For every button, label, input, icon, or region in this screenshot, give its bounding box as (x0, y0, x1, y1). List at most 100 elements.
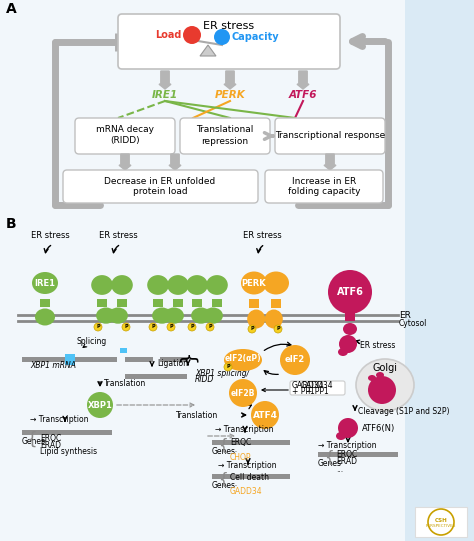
Text: Capacity: Capacity (232, 32, 280, 42)
Text: P: P (124, 325, 128, 329)
Ellipse shape (186, 275, 208, 295)
Text: PERSPECTIVES: PERSPECTIVES (426, 524, 456, 528)
Text: Cleavage (S1P and S2P): Cleavage (S1P and S2P) (358, 407, 449, 417)
Text: ATF6: ATF6 (289, 90, 317, 100)
Ellipse shape (338, 348, 348, 356)
Text: Ligation: Ligation (157, 360, 188, 368)
Polygon shape (169, 154, 181, 170)
Text: P: P (96, 325, 100, 329)
Text: Splicing: Splicing (77, 338, 107, 346)
Bar (173, 299, 183, 307)
Text: CHOP: CHOP (230, 452, 252, 461)
Bar (212, 474, 290, 479)
Text: ER stress: ER stress (243, 232, 282, 241)
Circle shape (94, 323, 102, 331)
Text: P: P (151, 325, 155, 329)
Ellipse shape (265, 309, 283, 328)
Circle shape (206, 323, 214, 331)
Circle shape (167, 323, 175, 331)
Text: eIF2: eIF2 (285, 355, 305, 365)
Ellipse shape (247, 309, 265, 328)
Text: → Transcription: → Transcription (30, 415, 89, 425)
Text: Load: Load (155, 30, 182, 40)
Ellipse shape (368, 375, 376, 381)
Text: ...: ... (230, 445, 237, 454)
Bar (120, 348, 127, 353)
Text: P: P (208, 325, 212, 329)
Text: + PP1: + PP1 (292, 386, 315, 395)
Bar (153, 299, 163, 307)
Bar (97, 299, 107, 307)
Text: ER stress: ER stress (99, 232, 137, 241)
Text: Genes: Genes (212, 481, 236, 490)
Text: CSH: CSH (435, 518, 447, 523)
Text: IRE1: IRE1 (152, 90, 178, 100)
Text: ER: ER (399, 312, 411, 320)
Bar (345, 311, 355, 321)
Circle shape (183, 26, 201, 44)
Text: A: A (6, 2, 17, 16)
Polygon shape (297, 71, 309, 89)
Text: ...: ... (230, 479, 237, 489)
Circle shape (368, 376, 396, 404)
Text: P: P (169, 325, 173, 329)
Text: ERQC: ERQC (40, 433, 61, 443)
Text: repression: repression (201, 136, 248, 146)
Circle shape (280, 345, 310, 375)
Circle shape (224, 363, 232, 371)
Ellipse shape (108, 307, 128, 324)
Ellipse shape (152, 307, 172, 324)
Text: ERQC: ERQC (336, 451, 357, 459)
Bar (160, 357, 188, 362)
Circle shape (328, 270, 372, 314)
FancyBboxPatch shape (180, 118, 270, 154)
Ellipse shape (356, 359, 414, 411)
Polygon shape (159, 71, 171, 89)
Text: → Transcription: → Transcription (218, 460, 276, 470)
Text: Lipid synthesis: Lipid synthesis (40, 447, 97, 457)
Text: Cytosol: Cytosol (399, 319, 428, 327)
FancyBboxPatch shape (275, 118, 385, 154)
Bar (405, 0, 474, 541)
Circle shape (87, 392, 113, 418)
Text: eIF2(αP): eIF2(αP) (225, 353, 261, 362)
Text: Genes: Genes (318, 459, 342, 468)
Text: PERK: PERK (215, 90, 246, 100)
Text: {: { (218, 471, 228, 486)
Text: ER stress: ER stress (31, 232, 69, 241)
Bar (271, 299, 281, 308)
Text: Translation: Translation (176, 411, 218, 419)
Polygon shape (324, 154, 336, 170)
FancyBboxPatch shape (290, 381, 345, 395)
Circle shape (214, 29, 230, 45)
Text: protein load: protein load (133, 188, 187, 196)
Text: }: } (179, 349, 198, 362)
Bar (212, 440, 290, 445)
Ellipse shape (336, 432, 346, 440)
Text: PERK: PERK (242, 279, 266, 287)
Bar (318, 452, 398, 457)
Text: GADD34: GADD34 (230, 486, 263, 496)
Ellipse shape (206, 275, 228, 295)
Text: Translation: Translation (104, 379, 146, 388)
Text: {: { (27, 431, 38, 449)
Text: → Transcription: → Transcription (215, 426, 273, 434)
Text: XBP1 mRNA: XBP1 mRNA (30, 361, 76, 371)
Circle shape (338, 418, 358, 438)
Text: Translational: Translational (196, 126, 254, 135)
Bar (192, 299, 202, 307)
FancyBboxPatch shape (118, 14, 340, 69)
Circle shape (122, 323, 130, 331)
Text: ERAD: ERAD (336, 458, 357, 466)
Bar (65, 354, 75, 365)
Text: GADD34: GADD34 (301, 380, 333, 390)
Bar (22, 430, 112, 435)
Text: ER stress: ER stress (203, 21, 255, 31)
Text: RIDD: RIDD (195, 375, 214, 385)
Ellipse shape (96, 307, 116, 324)
Ellipse shape (224, 349, 262, 371)
Text: ATF6: ATF6 (337, 287, 364, 297)
Text: XBP1 splicing/: XBP1 splicing/ (195, 368, 249, 378)
Text: {: { (324, 450, 334, 465)
Circle shape (274, 325, 282, 333)
